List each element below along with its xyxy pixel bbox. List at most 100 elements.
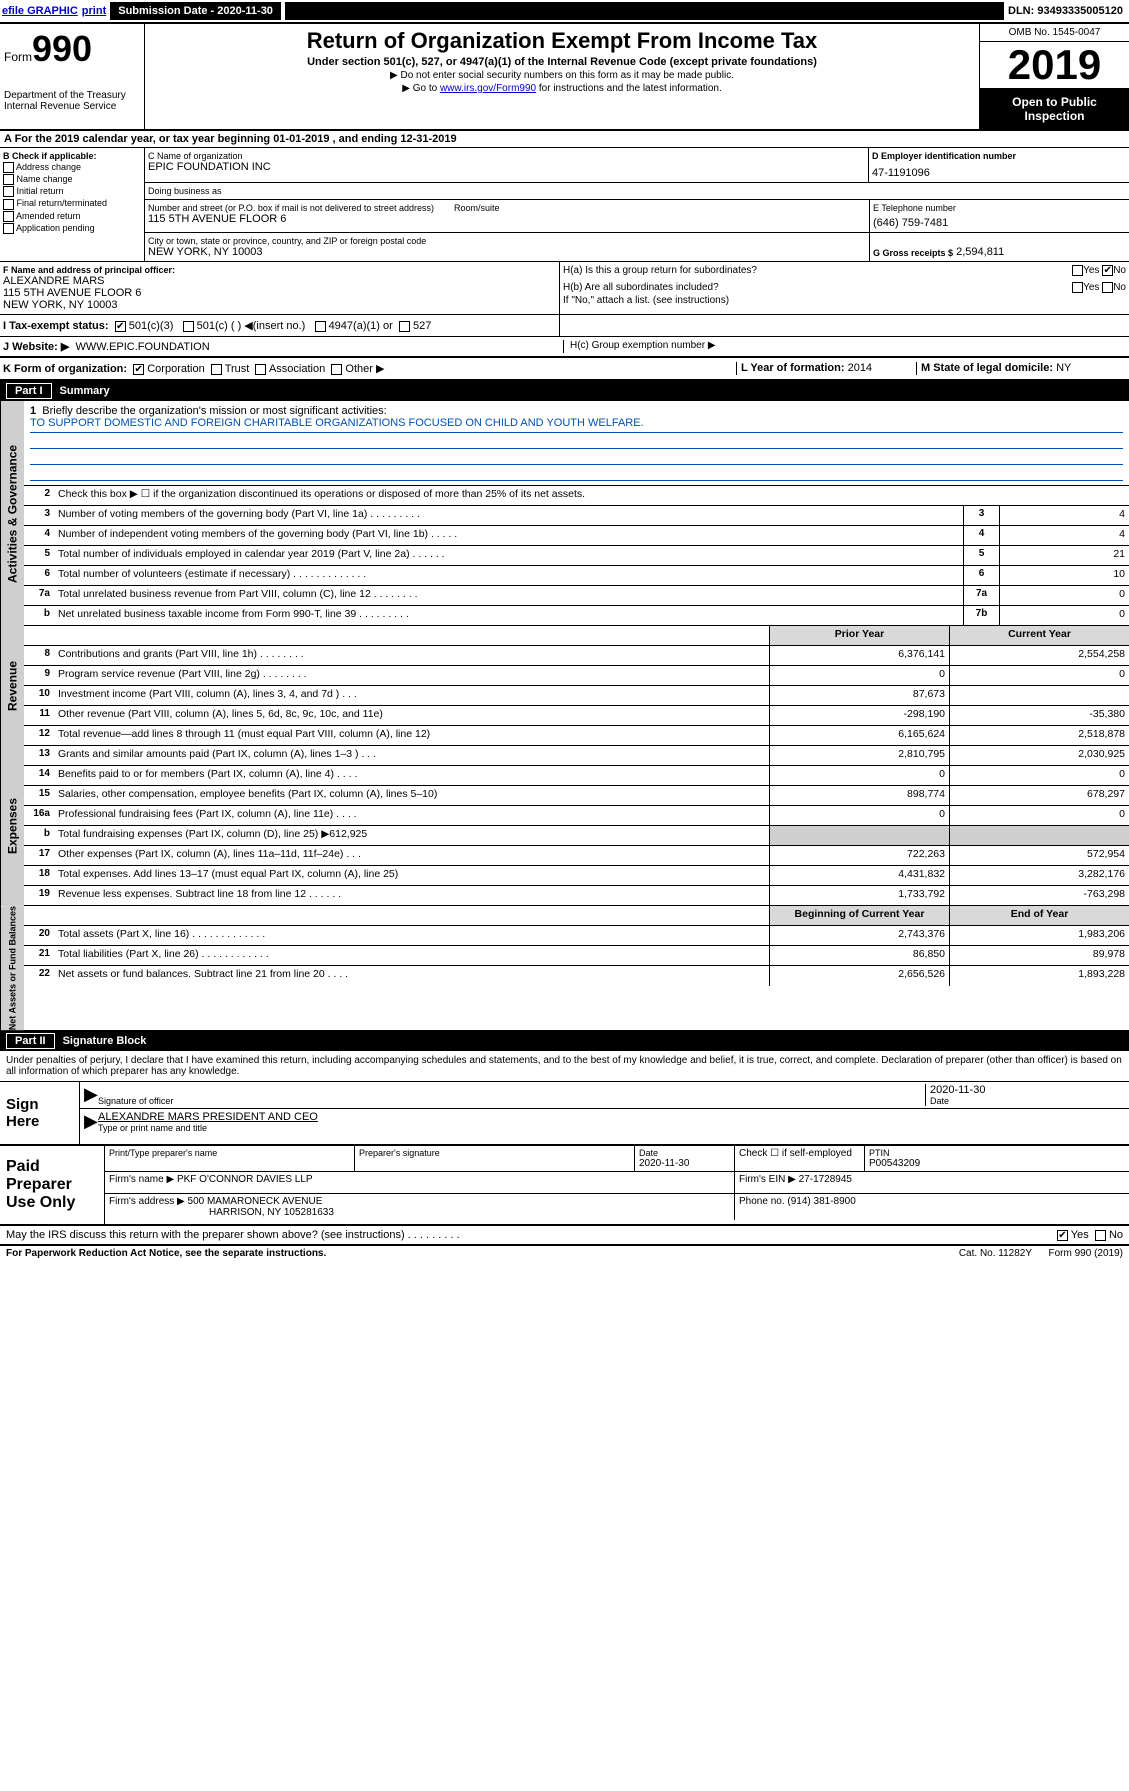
chk-final[interactable]: Final return/terminated	[3, 198, 141, 209]
chk-final-label: Final return/terminated	[17, 198, 108, 208]
discuss-no: No	[1109, 1229, 1123, 1241]
city-label: City or town, state or province, country…	[148, 236, 866, 246]
opt-501c: 501(c) ( ) ◀(insert no.)	[197, 320, 306, 332]
line-7a: 7aTotal unrelated business revenue from …	[24, 586, 1129, 606]
l16b-prior-shade	[769, 826, 949, 845]
l14-prior: 0	[769, 766, 949, 785]
opt-501c3: 501(c)(3)	[129, 320, 174, 332]
l1-text: Briefly describe the organization's miss…	[42, 405, 386, 417]
revenue-header: Prior YearCurrent Year	[24, 626, 1129, 646]
line-4: 4Number of independent voting members of…	[24, 526, 1129, 546]
mission-blank3	[30, 449, 1123, 465]
efile-link[interactable]: efile GRAPHIC	[2, 5, 78, 17]
form-number: 990	[32, 28, 92, 69]
submission-date: Submission Date - 2020-11-30	[110, 2, 281, 20]
l11-prior: -298,190	[769, 706, 949, 725]
chk-other[interactable]	[331, 364, 342, 375]
sig-date-val: 2020-11-30	[930, 1084, 1125, 1096]
dba-box: Doing business as	[145, 182, 1129, 199]
chk-association[interactable]	[255, 364, 266, 375]
l15-curr: 678,297	[949, 786, 1129, 805]
pp-name-label: Print/Type preparer's name	[109, 1148, 350, 1158]
l17-prior: 722,263	[769, 846, 949, 865]
chk-address-label: Address change	[16, 162, 81, 172]
prep-line-2: Firm's name ▶ PKF O'CONNOR DAVIES LLP Fi…	[105, 1172, 1129, 1194]
chk-527[interactable]	[399, 321, 410, 332]
line-5: 5Total number of individuals employed in…	[24, 546, 1129, 566]
chk-corporation[interactable]	[133, 364, 144, 375]
m-label: M State of legal domicile:	[921, 362, 1053, 374]
instr-1: ▶ Do not enter social security numbers o…	[149, 70, 975, 81]
l15-desc: Salaries, other compensation, employee b…	[54, 786, 769, 805]
l18-desc: Total expenses. Add lines 13–17 (must eq…	[54, 866, 769, 885]
chk-501c[interactable]	[183, 321, 194, 332]
l5-val: 21	[999, 546, 1129, 565]
l-label: L Year of formation:	[741, 362, 845, 374]
type-label: Type or print name and title	[98, 1123, 1125, 1133]
print-link[interactable]: print	[82, 5, 106, 17]
dba-label: Doing business as	[148, 186, 1126, 196]
line-12: 12Total revenue—add lines 8 through 11 (…	[24, 726, 1129, 746]
ptin-label: PTIN	[869, 1148, 1125, 1158]
l9-prior: 0	[769, 666, 949, 685]
l6-desc: Total number of volunteers (estimate if …	[54, 566, 963, 585]
chk-4947[interactable]	[315, 321, 326, 332]
l20-curr: 1,983,206	[949, 926, 1129, 945]
l20-prior: 2,743,376	[769, 926, 949, 945]
pp-check[interactable]: Check ☐ if self-employed	[735, 1146, 865, 1171]
discuss-yes-chk[interactable]	[1057, 1230, 1068, 1241]
state-domicile: M State of legal domicile: NY	[916, 362, 1126, 375]
chk-pending-label: Application pending	[16, 223, 95, 233]
l13-curr: 2,030,925	[949, 746, 1129, 765]
chk-trust[interactable]	[211, 364, 222, 375]
chk-pending[interactable]: Application pending	[3, 223, 141, 234]
period-row: A For the 2019 calendar year, or tax yea…	[0, 131, 1129, 148]
discuss-no-chk[interactable]	[1095, 1230, 1106, 1241]
l22-curr: 1,893,228	[949, 966, 1129, 986]
l2-desc: Check this box ▶ ☐ if the organization d…	[54, 486, 1129, 505]
hb-note: If "No," attach a list. (see instruction…	[563, 295, 1126, 306]
f-label: F Name and address of principal officer:	[3, 265, 556, 275]
l16a-prior: 0	[769, 806, 949, 825]
phone-box: E Telephone number (646) 759-7481	[869, 200, 1129, 232]
discuss-yes: Yes	[1071, 1229, 1089, 1241]
chk-initial[interactable]: Initial return	[3, 186, 141, 197]
check-if-applicable: B Check if applicable: Address change Na…	[0, 148, 145, 261]
l12-prior: 6,165,624	[769, 726, 949, 745]
chk-name-change[interactable]: Name change	[3, 174, 141, 185]
mission-blank4	[30, 465, 1123, 481]
l17-curr: 572,954	[949, 846, 1129, 865]
chk-name-label: Name change	[17, 174, 73, 184]
opt-trust: Trust	[225, 363, 250, 375]
part1-title: Summary	[60, 385, 110, 397]
l16a-curr: 0	[949, 806, 1129, 825]
gross-receipts: 2,594,811	[956, 246, 1004, 258]
l7b-desc: Net unrelated business taxable income fr…	[54, 606, 963, 625]
chk-address-change[interactable]: Address change	[3, 162, 141, 173]
website-row: J Website: ▶ WWW.EPIC.FOUNDATION H(c) Gr…	[0, 337, 1129, 358]
l4-desc: Number of independent voting members of …	[54, 526, 963, 545]
open-public: Open to Public Inspection	[980, 89, 1129, 129]
part2-header: Part II Signature Block	[0, 1031, 1129, 1051]
pp-sig-label: Preparer's signature	[359, 1148, 630, 1158]
chk-501c3[interactable]	[115, 321, 126, 332]
part2-title: Signature Block	[63, 1035, 147, 1047]
g-label: G Gross receipts $	[873, 248, 953, 258]
netassets-header: Beginning of Current YearEnd of Year	[24, 906, 1129, 926]
irs-link[interactable]: www.irs.gov/Form990	[440, 83, 536, 94]
l9-desc: Program service revenue (Part VIII, line…	[54, 666, 769, 685]
prep-line-3: Firm's address ▶ 500 MAMARONECK AVENUEHA…	[105, 1194, 1129, 1220]
instr-2: ▶ Go to www.irs.gov/Form990 for instruct…	[149, 83, 975, 94]
paid-label: Paid Preparer Use Only	[0, 1146, 105, 1224]
h-box: H(a) Is this a group return for subordin…	[560, 262, 1129, 314]
l9-curr: 0	[949, 666, 1129, 685]
k-label: K Form of organization:	[3, 363, 127, 375]
l18-prior: 4,431,832	[769, 866, 949, 885]
line-22: 22Net assets or fund balances. Subtract …	[24, 966, 1129, 986]
line-17: 17Other expenses (Part IX, column (A), l…	[24, 846, 1129, 866]
blank-black	[285, 2, 1004, 20]
line-21: 21Total liabilities (Part X, line 26) . …	[24, 946, 1129, 966]
chk-amended[interactable]: Amended return	[3, 211, 141, 222]
part1-tag: Part I	[6, 383, 52, 399]
dln: DLN: 93493335005120	[1008, 5, 1127, 17]
